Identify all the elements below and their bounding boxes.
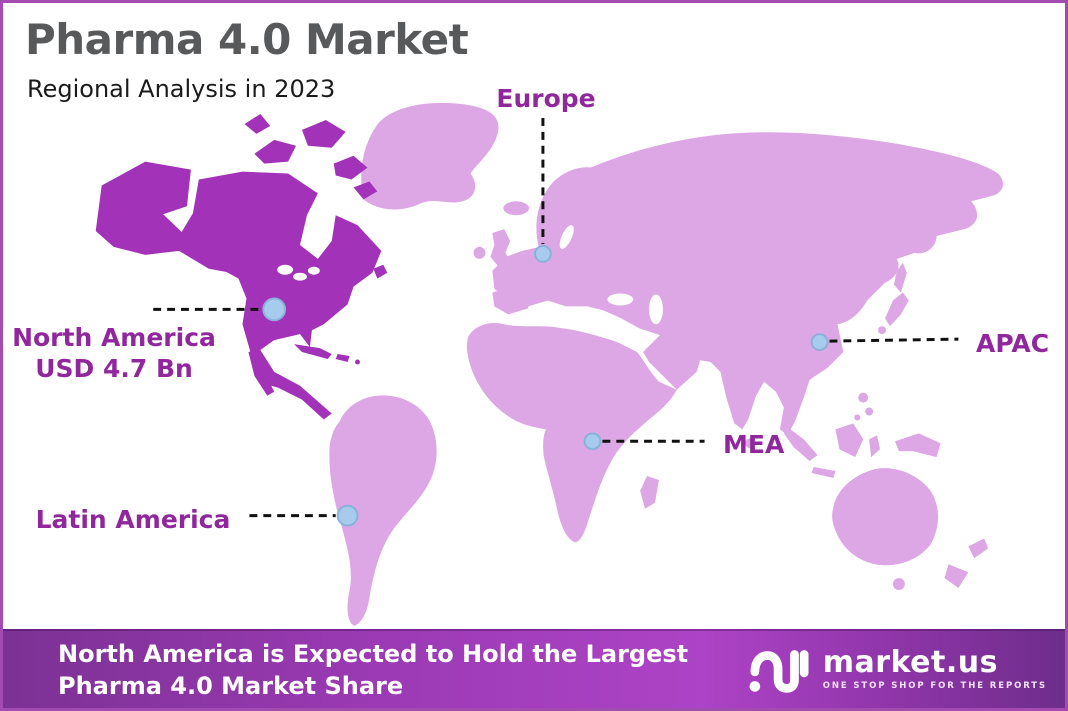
region-markers [262, 244, 829, 527]
map-philippines-2 [865, 407, 874, 416]
region-label-apac: APAC [976, 329, 1050, 358]
map-borneo [835, 423, 864, 458]
map-arctic-island-2 [301, 120, 346, 148]
logo-brand: market.us [822, 645, 998, 680]
map-eurasia [492, 132, 1003, 436]
marker-north-america [262, 297, 287, 322]
footer-banner: North America is Expected to Hold the La… [3, 629, 1065, 708]
map-na-mainland [181, 171, 382, 420]
map-great-lake-1 [277, 264, 294, 275]
map-puerto-rico [355, 359, 360, 365]
map-java [811, 467, 836, 478]
map-sulawesi [869, 435, 881, 458]
map-new-guinea [894, 433, 941, 458]
region-label-mea: MEA [723, 430, 785, 459]
logo-tagline: ONE STOP SHOP FOR THE REPORTS [822, 681, 1047, 691]
map-great-lake-2 [293, 272, 307, 281]
map-sakhalin [893, 262, 907, 293]
map-arctic-island-4 [244, 114, 271, 134]
marker-europe [534, 244, 552, 263]
map-philippines-3 [854, 414, 861, 421]
map-madagascar [640, 475, 659, 509]
map-ireland [473, 246, 486, 259]
map-black-sea [607, 293, 634, 306]
map-arctic-island-1 [254, 139, 297, 164]
map-cuba [294, 344, 332, 359]
map-new-zealand-north [968, 538, 989, 559]
map-south-america [329, 395, 437, 626]
map-kamchatka [869, 213, 891, 279]
map-tasmania [892, 578, 905, 591]
map-inland-water [277, 225, 663, 325]
region-label-latin-america: Latin America [35, 505, 231, 534]
map-caspian-sea [649, 294, 663, 325]
map-iceland [503, 201, 530, 216]
footer-headline: North America is Expected to Hold the La… [58, 638, 688, 702]
map-region-north-america-highlight [95, 114, 388, 420]
map-arctic-island-5 [353, 181, 378, 200]
page-subtitle: Regional Analysis in 2023 [27, 75, 336, 103]
map-great-lake-3 [307, 266, 320, 275]
map-baltic-sea [559, 225, 574, 249]
map-philippines-1 [858, 392, 869, 403]
region-label-europe: Europe [496, 84, 596, 113]
map-australia [832, 468, 939, 566]
map-japan [885, 292, 909, 327]
map-baja [248, 350, 275, 396]
map-hispaniola [335, 354, 350, 362]
market-us-logo: market.us ONE STOP SHOP FOR THE REPORTS [747, 640, 1047, 698]
map-newfoundland [373, 264, 388, 279]
market-us-wave-icon [749, 650, 809, 693]
map-alaska [95, 161, 231, 273]
page-title: Pharma 4.0 Market [25, 15, 469, 64]
map-sumatra [783, 427, 818, 462]
map-iberia [492, 285, 533, 315]
map-sri-lanka [745, 438, 756, 449]
logo-text: market.us ONE STOP SHOP FOR THE REPORTS [822, 645, 1047, 692]
map-africa [466, 323, 677, 543]
footer-headline-line1: North America is Expected to Hold the La… [58, 640, 689, 668]
map-new-zealand-south [944, 564, 969, 589]
leader-line-apac [829, 337, 959, 343]
footer-headline-line2: Pharma 4.0 Market Share [58, 672, 404, 700]
north-america-value: USD 4.7 Bn [35, 354, 193, 383]
map-base-landmass [329, 102, 1003, 626]
marker-latin-america [336, 504, 359, 527]
marker-apac [810, 333, 829, 352]
map-arabia [643, 334, 703, 390]
map-greenland [361, 102, 499, 210]
map-japan-south [878, 326, 887, 335]
world-map [95, 102, 1003, 626]
north-america-name: North America [12, 323, 216, 352]
marker-mea [583, 432, 602, 451]
map-arctic-island-3 [333, 155, 368, 180]
leader-lines [153, 118, 959, 518]
region-label-north-america: North America USD 4.7 Bn [11, 322, 217, 384]
